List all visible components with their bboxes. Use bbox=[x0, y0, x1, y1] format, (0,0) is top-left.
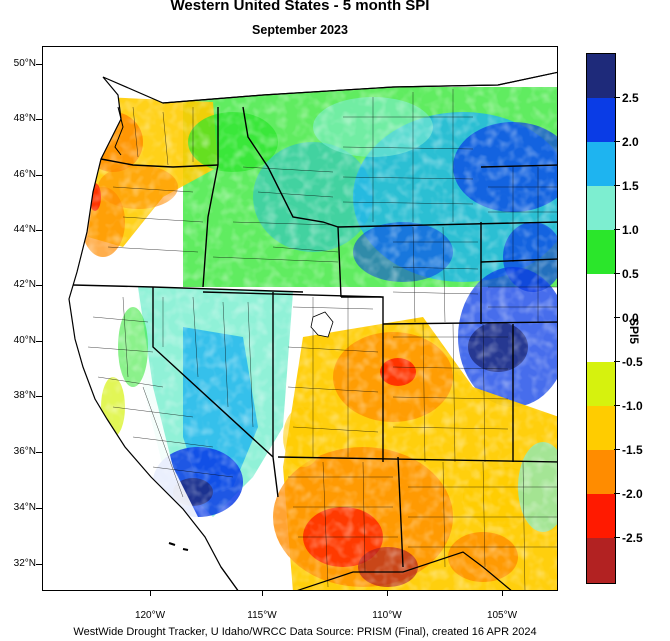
cb-label-0.0: 0.0 bbox=[622, 311, 639, 325]
map-title: Western United States - 5 month SPI bbox=[170, 0, 430, 14]
lon-label-120w: 120°W bbox=[134, 610, 166, 621]
lat-tick bbox=[36, 285, 42, 286]
lat-tick bbox=[36, 341, 42, 342]
cb-label-neg2.0: -2.0 bbox=[622, 487, 643, 501]
cb-seg-1.0-1.5 bbox=[587, 186, 615, 230]
cb-label-neg1.5: -1.5 bbox=[622, 443, 643, 457]
cb-seg-0.5-1.0 bbox=[587, 230, 615, 274]
lon-label-105w: 105°W bbox=[486, 610, 518, 621]
cb-label-neg2.5: -2.5 bbox=[622, 531, 643, 545]
lat-tick bbox=[36, 64, 42, 65]
lat-tick bbox=[36, 119, 42, 120]
cb-seg-neg0.5-0.0 bbox=[587, 318, 615, 362]
cb-seg-neg1.0-neg0.5 bbox=[587, 362, 615, 406]
spi-map bbox=[43, 47, 557, 590]
cb-tick bbox=[614, 449, 620, 450]
spi-colorbar bbox=[586, 53, 616, 584]
footer-credit: WestWide Drought Tracker, U Idaho/WRCC D… bbox=[73, 626, 537, 638]
lat-tick bbox=[36, 175, 42, 176]
state-borders bbox=[72, 106, 557, 568]
cb-label-1.5: 1.5 bbox=[622, 179, 639, 193]
lat-tick bbox=[36, 452, 42, 453]
cb-tick bbox=[614, 273, 620, 274]
lat-label-48n: 48°N bbox=[13, 113, 36, 124]
lon-tick bbox=[502, 591, 503, 596]
puget-sound bbox=[114, 106, 124, 156]
cb-tick bbox=[614, 185, 620, 186]
cb-label-2.5: 2.5 bbox=[622, 91, 639, 105]
cb-seg-neg2.5-neg2.0 bbox=[587, 494, 615, 538]
cb-tick bbox=[614, 405, 620, 406]
cb-tick bbox=[614, 141, 620, 142]
cb-label-1.0: 1.0 bbox=[622, 223, 639, 237]
lon-tick bbox=[262, 591, 263, 596]
cb-seg-neg1.5-neg1.0 bbox=[587, 406, 615, 450]
cb-tick bbox=[614, 361, 620, 362]
cb-tick bbox=[614, 97, 620, 98]
lat-label-46n: 46°N bbox=[13, 169, 36, 180]
cb-seg-2.0-2.5 bbox=[587, 98, 615, 142]
county-borders bbox=[87, 89, 557, 590]
lat-label-34n: 34°N bbox=[13, 502, 36, 513]
cb-seg-above-2.5 bbox=[587, 54, 615, 98]
canada-border bbox=[162, 71, 557, 104]
lat-tick bbox=[36, 564, 42, 565]
lat-label-32n: 32°N bbox=[13, 558, 36, 569]
lat-label-50n: 50°N bbox=[13, 58, 36, 69]
cb-tick bbox=[614, 537, 620, 538]
channel-islands bbox=[168, 542, 189, 551]
lat-tick bbox=[36, 396, 42, 397]
lat-tick bbox=[36, 508, 42, 509]
lon-label-115w: 115°W bbox=[247, 610, 277, 621]
lat-label-36n: 36°N bbox=[13, 446, 36, 457]
lat-label-40n: 40°N bbox=[13, 335, 36, 346]
lat-label-44n: 44°N bbox=[13, 224, 36, 235]
lat-label-42n: 42°N bbox=[13, 279, 36, 290]
great-salt-lake bbox=[310, 311, 334, 338]
colorbar-title: SPI5 bbox=[627, 318, 641, 345]
map-panel bbox=[42, 46, 558, 591]
lon-tick bbox=[150, 591, 151, 596]
cb-label-neg1.0: -1.0 bbox=[622, 399, 643, 413]
cb-label-0.5: 0.5 bbox=[622, 267, 639, 281]
mexico-border bbox=[220, 551, 512, 590]
map-subtitle: September 2023 bbox=[252, 23, 348, 37]
cb-tick bbox=[614, 317, 620, 318]
lon-tick bbox=[387, 591, 388, 596]
cb-seg-1.5-2.0 bbox=[587, 142, 615, 186]
cb-tick bbox=[614, 229, 620, 230]
cb-seg-below-neg2.5 bbox=[587, 538, 615, 583]
lat-tick bbox=[36, 230, 42, 231]
lat-label-38n: 38°N bbox=[13, 390, 36, 401]
cb-tick bbox=[614, 493, 620, 494]
cb-seg-neg2.0-neg1.5 bbox=[587, 450, 615, 494]
cb-seg-0.0-0.5 bbox=[587, 274, 615, 318]
lon-label-110w: 110°W bbox=[372, 610, 402, 621]
cb-label-2.0: 2.0 bbox=[622, 135, 639, 149]
cb-label-neg0.5: -0.5 bbox=[622, 355, 643, 369]
